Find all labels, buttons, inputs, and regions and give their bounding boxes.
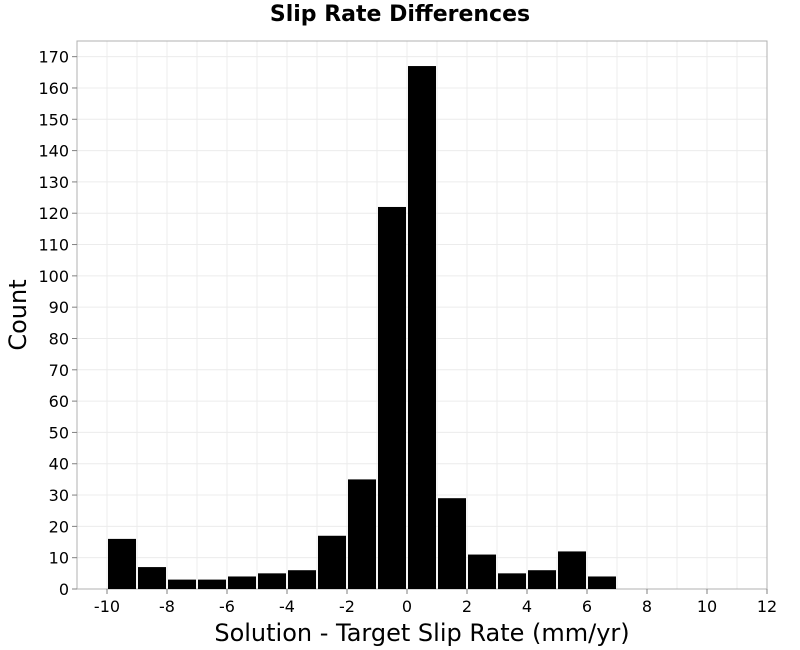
y-tick-label: 170 xyxy=(38,48,69,67)
histogram-bar xyxy=(138,567,166,589)
histogram-bar xyxy=(528,570,556,589)
histogram-bar xyxy=(318,535,346,589)
histogram-bar xyxy=(408,66,436,589)
grid-lines xyxy=(76,41,768,590)
y-tick-label: 70 xyxy=(49,361,69,380)
y-tick-label: 50 xyxy=(49,423,69,442)
histogram-bar xyxy=(108,538,136,589)
x-tick-label: 8 xyxy=(642,597,652,616)
y-tick-label: 30 xyxy=(49,486,69,505)
y-tick-label: 10 xyxy=(49,549,69,568)
y-tick-label: 110 xyxy=(38,236,69,255)
y-axis-label: Count xyxy=(4,279,32,350)
y-tick-label: 0 xyxy=(59,580,69,599)
histogram-bar xyxy=(498,573,526,589)
y-tick-label: 130 xyxy=(38,173,69,192)
x-axis-label: Solution - Target Slip Rate (mm/yr) xyxy=(214,619,629,647)
x-tick-label: 4 xyxy=(522,597,532,616)
histogram-bar xyxy=(288,570,316,589)
bars xyxy=(108,66,616,590)
y-tick-label: 100 xyxy=(38,267,69,286)
y-tick-label: 90 xyxy=(49,298,69,317)
chart-title: Slip Rate Differences xyxy=(269,2,531,27)
y-axis-ticks: 0 10 20 30 40 50 60 70 80 90 100 110 120 130 140 150 160… xyxy=(38,48,77,599)
x-tick-label: -6 xyxy=(219,597,235,616)
histogram-bar xyxy=(378,206,406,590)
x-tick-label: 12 xyxy=(757,597,777,616)
y-tick-label: 140 xyxy=(38,142,69,161)
y-tick-label: 20 xyxy=(49,517,69,536)
histogram-bar xyxy=(588,576,616,589)
x-tick-label: -10 xyxy=(94,597,120,616)
histogram-bar xyxy=(228,576,256,589)
y-tick-label: 150 xyxy=(38,110,69,129)
y-tick-label: 40 xyxy=(49,455,69,474)
y-tick-label: 80 xyxy=(49,329,69,348)
x-tick-label: 2 xyxy=(462,597,472,616)
y-tick-label: 160 xyxy=(38,79,69,98)
histogram-bar xyxy=(468,554,496,589)
x-tick-label: -8 xyxy=(159,597,175,616)
x-tick-label: -2 xyxy=(339,597,355,616)
x-tick-label: 0 xyxy=(402,597,412,616)
histogram-bar xyxy=(258,573,286,589)
histogram-bar xyxy=(558,551,586,589)
y-tick-label: 60 xyxy=(49,392,69,411)
x-tick-label: -4 xyxy=(279,597,295,616)
histogram-bar xyxy=(168,579,196,589)
histogram-bar xyxy=(198,579,226,589)
histogram-bar xyxy=(348,479,376,589)
x-axis-ticks: -10 -8 -6 -4 -2 0 2 4 6 8 10 12 xyxy=(94,589,777,616)
x-tick-label: 10 xyxy=(697,597,717,616)
x-tick-label: 6 xyxy=(582,597,592,616)
histogram-bar xyxy=(438,498,466,589)
y-tick-label: 120 xyxy=(38,204,69,223)
